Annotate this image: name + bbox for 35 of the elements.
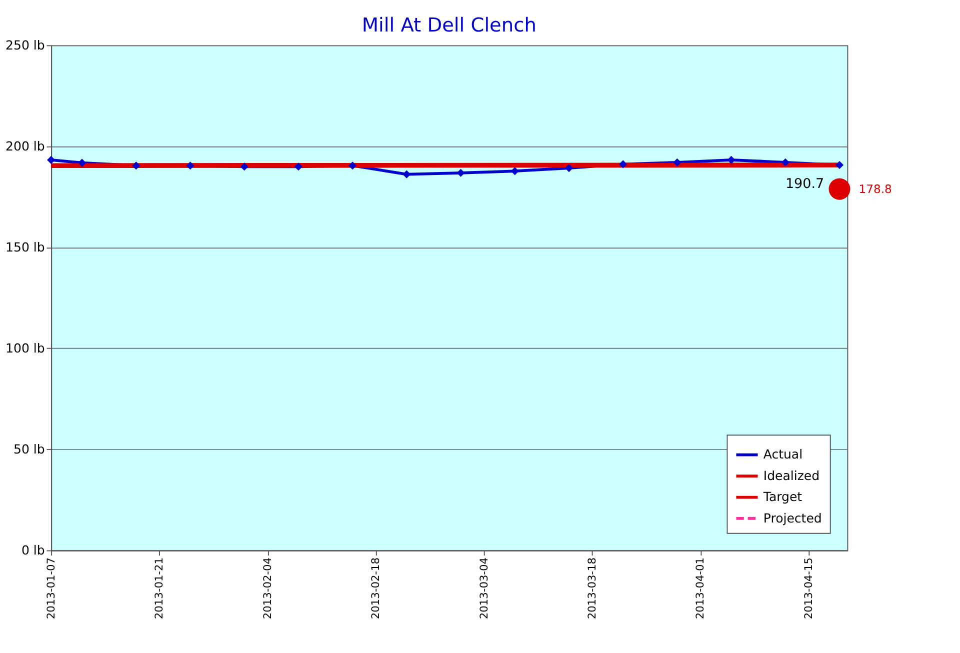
point <box>240 162 248 171</box>
point <box>781 158 790 166</box>
y-tick-label: 200 lb <box>6 138 45 154</box>
legend-label: Actual <box>763 446 803 462</box>
point <box>619 160 628 168</box>
data-label: 178.8 <box>858 182 892 196</box>
data-label: 190.7 <box>785 176 824 192</box>
point <box>828 178 850 200</box>
point <box>78 158 86 167</box>
chart-title: Mill At Dell Clench <box>362 14 536 37</box>
x-tick-label: 2013-03-04 <box>478 557 490 620</box>
point <box>132 162 140 170</box>
y-tick-label: 100 lb <box>6 340 45 356</box>
x-tick-label: 2013-04-01 <box>694 558 707 620</box>
y-tick-label: 150 lb <box>6 240 45 255</box>
x-tick-label: 2013-03-18 <box>586 557 599 620</box>
x-tick-label: 2013-02-04 <box>262 557 274 620</box>
y-tick-label: 0 lb <box>21 542 45 558</box>
legend-label: Projected <box>763 510 822 526</box>
point <box>294 162 302 171</box>
x-tick-label: 2013-01-21 <box>154 558 166 620</box>
point <box>456 168 465 177</box>
legend-label: Idealized <box>763 468 820 483</box>
point <box>186 162 194 170</box>
point <box>673 158 682 166</box>
point <box>835 160 844 170</box>
point <box>564 164 573 172</box>
y-tick-label: 250 lb <box>6 38 45 53</box>
x-tick-label: 2013-04-15 <box>802 558 815 620</box>
point <box>727 156 736 164</box>
x-tick-label: 2013-01-07 <box>45 558 58 620</box>
legend-label: Target <box>762 489 802 504</box>
x-tick-label: 2013-02-18 <box>370 557 382 620</box>
y-tick-label: 50 lb <box>13 442 45 457</box>
point <box>348 162 357 170</box>
